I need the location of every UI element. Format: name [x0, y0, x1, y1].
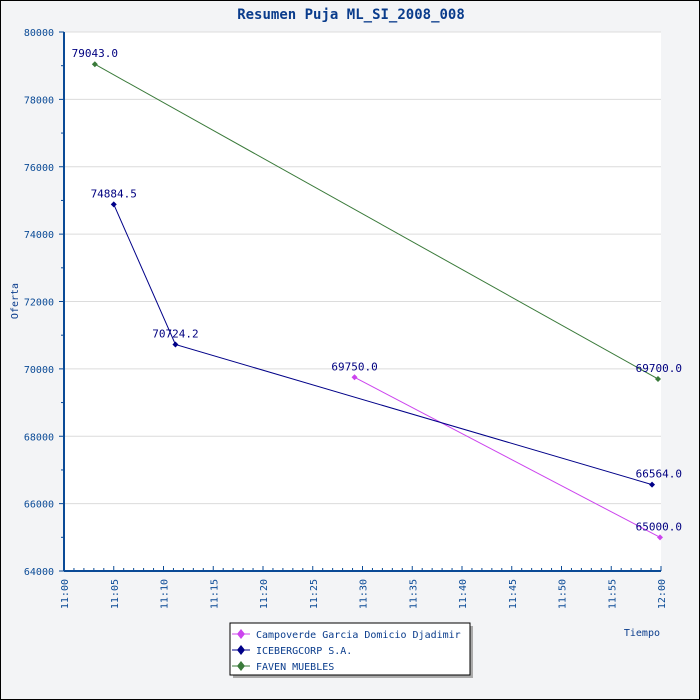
series-line — [94, 63, 659, 380]
x-tick-label: 11:00 — [60, 579, 71, 609]
data-label: 65000.0 — [636, 520, 682, 533]
x-tick-label: 11:30 — [359, 579, 370, 609]
data-point — [657, 534, 664, 541]
data-label: 70724.2 — [152, 327, 198, 340]
legend-marker — [237, 661, 245, 671]
data-point — [351, 374, 358, 381]
y-tick-label: 72000 — [24, 298, 54, 309]
data-label: 66564.0 — [636, 468, 682, 481]
legend-marker — [237, 629, 245, 639]
data-label: 79043.0 — [72, 47, 118, 60]
y-axis-label: Oferta — [10, 283, 21, 319]
y-tick-label: 66000 — [24, 500, 54, 511]
x-tick-label: 11:40 — [458, 579, 469, 609]
data-label: 74884.5 — [91, 187, 137, 200]
x-tick-label: 12:00 — [657, 579, 668, 609]
y-tick-label: 64000 — [24, 567, 54, 578]
legend-marker — [237, 645, 245, 655]
legend-box — [229, 622, 471, 676]
x-tick-label: 11:55 — [607, 579, 618, 609]
legend-label: ICEBERGCORP S.A. — [256, 646, 352, 657]
data-label: 69700.0 — [636, 362, 682, 375]
data-point — [110, 201, 117, 208]
y-tick-label: 80000 — [24, 28, 54, 39]
legend-label: FAVEN MUEBLES — [256, 662, 334, 673]
data-point — [649, 481, 656, 488]
x-tick-label: 11:20 — [259, 579, 270, 609]
data-point — [91, 61, 98, 68]
x-tick-label: 11:45 — [508, 579, 519, 609]
data-label: 69750.0 — [331, 360, 377, 373]
x-tick-label: 11:05 — [110, 579, 121, 609]
y-tick-label: 76000 — [24, 163, 54, 174]
series-line — [354, 376, 661, 538]
y-tick-label: 68000 — [24, 432, 54, 443]
y-tick-label: 74000 — [24, 230, 54, 241]
y-tick-label: 70000 — [24, 365, 54, 376]
data-point — [172, 341, 179, 348]
x-axis-label: Tiempo — [624, 628, 660, 639]
x-tick-label: 11:25 — [309, 579, 320, 609]
y-tick-label: 78000 — [24, 95, 54, 106]
x-tick-label: 11:35 — [408, 579, 419, 609]
legend-label: Campoverde Garcia Domicio Djadimir — [256, 630, 461, 641]
x-tick-label: 11:10 — [160, 579, 171, 609]
legend: Campoverde Garcia Domicio Djadimir ICEBER… — [229, 622, 473, 678]
x-tick-label: 11:15 — [209, 579, 220, 609]
x-tick-label: 11:50 — [558, 579, 569, 609]
chart-title: Resumen Puja ML_SI_2008_008 — [237, 7, 465, 23]
data-point — [655, 375, 662, 382]
